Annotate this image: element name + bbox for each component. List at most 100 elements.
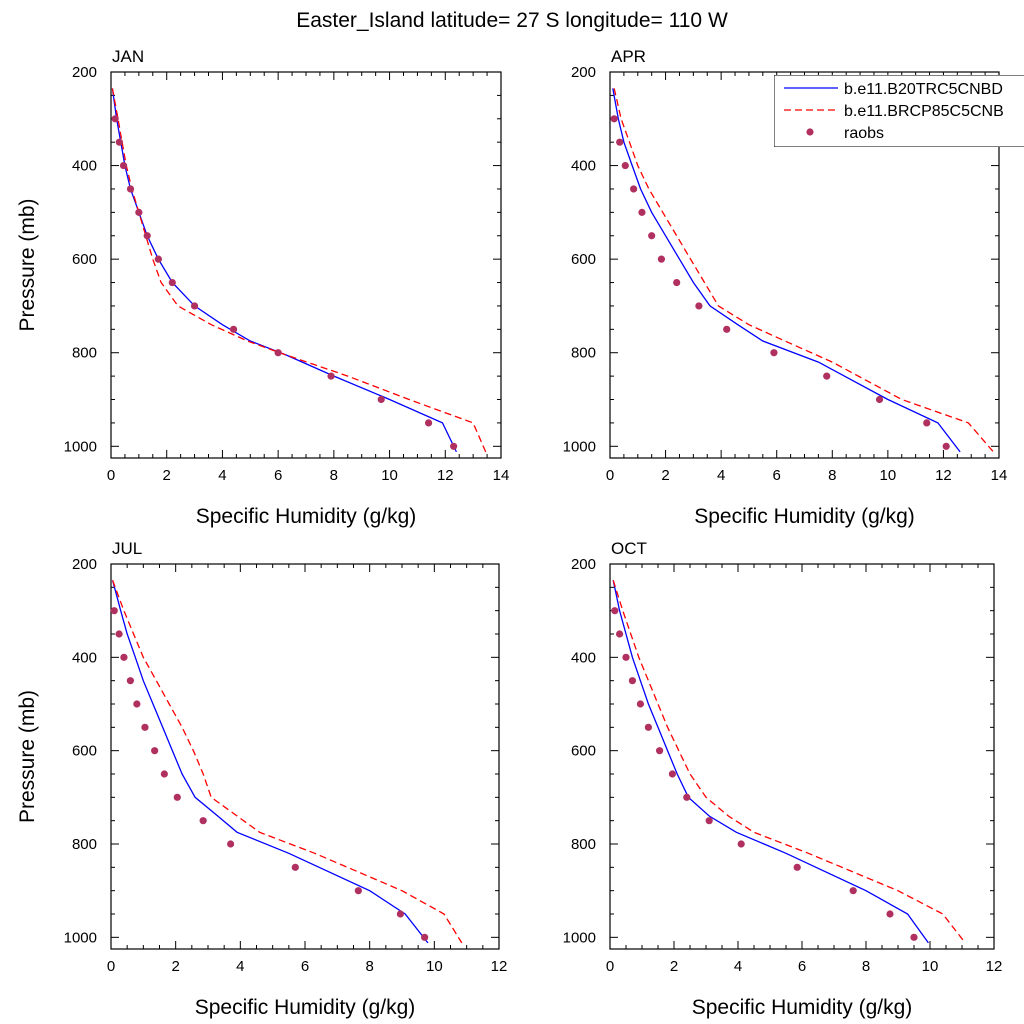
data-point <box>657 255 666 263</box>
y-tick-label: 400 <box>571 158 596 175</box>
y-tick-label: 200 <box>72 64 97 81</box>
data-point <box>668 770 677 778</box>
data-point <box>875 395 884 404</box>
data-point <box>377 395 385 404</box>
series-raobs <box>610 115 950 450</box>
data-point <box>705 817 713 825</box>
y-tick-label: 400 <box>72 158 97 175</box>
x-tick-label: 6 <box>773 467 781 484</box>
series-raobs <box>111 115 458 450</box>
legend-label: raobs <box>844 125 884 142</box>
y-tick-label: 1000 <box>563 929 596 946</box>
y-tick-label: 200 <box>72 556 97 573</box>
y-tick-label: 400 <box>571 649 596 666</box>
series-raobs <box>611 607 918 941</box>
y-tick-label: 1000 <box>64 438 97 455</box>
data-point <box>621 161 629 170</box>
y-tick-label: 600 <box>571 743 596 760</box>
panel-title-jul: JUL <box>112 539 142 558</box>
data-point <box>450 442 458 450</box>
data-point <box>421 933 429 941</box>
x-tick-label: 2 <box>171 958 179 975</box>
x-tick-label: 14 <box>493 467 510 484</box>
x-tick-label: 10 <box>880 467 897 484</box>
data-point <box>168 278 176 287</box>
data-point <box>673 278 681 287</box>
y-tick-label: 600 <box>571 251 596 268</box>
data-point <box>737 840 745 848</box>
y-axis-label: Pressure (mb) <box>16 690 39 823</box>
x-tick-label: 8 <box>862 958 870 975</box>
data-point <box>648 232 656 240</box>
plot-frame <box>609 563 995 950</box>
series-line-b-e11-b20trc5cnbd <box>111 580 429 944</box>
x-axis-label: Specific Humidity (g/kg) <box>694 505 915 528</box>
data-point <box>199 817 207 825</box>
x-tick-label: 2 <box>661 467 669 484</box>
x-axis-label: Specific Humidity (g/kg) <box>195 996 416 1019</box>
x-tick-label: 12 <box>491 958 508 975</box>
data-point <box>274 349 282 357</box>
panel-oct: OCT 0 2 4 6 8 10 12 200 400 600 800 1000 Specific Hum… <box>563 539 1003 1019</box>
plot-frame <box>110 563 500 950</box>
y-tick-label: 600 <box>72 251 97 268</box>
x-tick-label: 0 <box>606 958 614 975</box>
data-point <box>143 232 151 240</box>
x-tick-label: 12 <box>437 467 454 484</box>
data-point <box>942 442 950 450</box>
data-point <box>638 208 646 216</box>
panel-jan: JAN 0 2 4 6 8 10 12 14 200 400 600 800 1000 Specific H… <box>16 47 509 528</box>
x-tick-label: 10 <box>381 467 398 484</box>
x-tick-label: 2 <box>670 958 678 975</box>
data-point <box>695 302 703 310</box>
data-point <box>656 747 664 755</box>
data-point <box>227 840 235 848</box>
y-tick-label: 800 <box>571 345 596 362</box>
data-point <box>610 115 618 123</box>
x-tick-label: 12 <box>986 958 1003 975</box>
data-point <box>160 770 168 778</box>
panel-title-apr: APR <box>611 47 646 66</box>
legend-label: b.e11.BRCP85C5CNB <box>844 103 1004 120</box>
x-axis-label: Specific Humidity (g/kg) <box>692 996 913 1019</box>
data-point <box>616 630 624 638</box>
data-point <box>723 325 731 333</box>
series-line-b-e11-b20trc5cnbd <box>612 88 961 453</box>
y-tick-label: 1000 <box>64 929 97 946</box>
data-point <box>793 863 801 871</box>
legend-label: b.e11.B20TRC5CNBD <box>844 81 1003 98</box>
x-tick-label: 6 <box>798 958 806 975</box>
data-point <box>133 700 141 708</box>
data-point <box>886 910 894 918</box>
data-point <box>923 419 931 427</box>
x-tick-label: 6 <box>301 958 309 975</box>
x-tick-label: 2 <box>163 467 171 484</box>
data-point <box>327 372 335 380</box>
data-point <box>120 653 128 661</box>
data-point <box>616 138 624 146</box>
y-tick-label: 400 <box>72 649 97 666</box>
data-point <box>291 863 299 871</box>
data-point <box>110 607 118 615</box>
legend-marker <box>806 128 814 136</box>
x-tick-label: 8 <box>828 467 836 484</box>
data-point <box>823 372 831 380</box>
x-tick-label: 8 <box>330 467 338 484</box>
data-point <box>910 933 918 941</box>
data-point <box>396 910 404 918</box>
x-tick-label: 12 <box>935 467 952 484</box>
x-tick-label: 8 <box>365 958 373 975</box>
data-point <box>644 723 653 731</box>
x-tick-label: 10 <box>922 958 939 975</box>
x-tick-label: 0 <box>606 467 614 484</box>
y-tick-label: 800 <box>571 836 596 853</box>
series-line-b-e11-b20trc5cnbd <box>612 580 929 944</box>
data-point <box>628 677 637 685</box>
x-tick-label: 4 <box>734 958 742 975</box>
series-line-b-e11-brcp85c5cnb <box>613 88 994 453</box>
series-line-b-e11-brcp85c5cnb <box>612 580 966 944</box>
panel-title-oct: OCT <box>611 539 647 558</box>
data-point <box>636 700 645 708</box>
data-point <box>141 723 149 731</box>
